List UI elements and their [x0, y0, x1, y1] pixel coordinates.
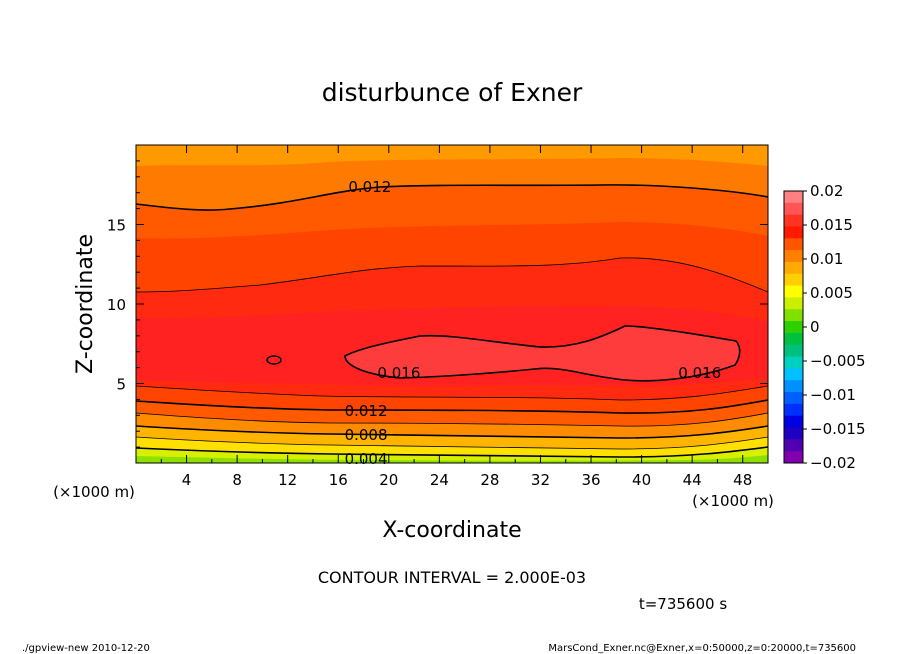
- colorbar-swatch: [784, 392, 803, 405]
- y-axis-unit: (×1000 m): [53, 483, 135, 501]
- program-label: ./gpview-new 2010-12-20: [22, 643, 150, 654]
- y-axis-label: Z-coordinate: [73, 234, 98, 374]
- colorbar-label: 0.01: [810, 250, 843, 268]
- contour-label: 0.008: [345, 426, 388, 444]
- colorbar-swatch: [784, 309, 803, 322]
- contour-label: 0.004: [345, 450, 388, 468]
- contour-label: 0.016: [377, 364, 420, 382]
- contour-line-0006: [136, 436, 768, 450]
- colorbar-label: −0.02: [810, 454, 856, 472]
- contour-line-layer: [136, 184, 768, 458]
- y-axis: 5 10 15: [107, 160, 768, 448]
- y-tick-label: 5: [116, 376, 126, 394]
- colorbar-swatch: [784, 427, 803, 440]
- colorbar-swatch: [784, 344, 803, 358]
- colorbar: 0.02 0.015 0.01 0.005 0 −0.005 −0.01 −0.015 −0.0…: [783, 182, 866, 472]
- band-0016: [345, 326, 740, 381]
- colorbar-swatch: [784, 451, 803, 464]
- band-0002: [136, 455, 768, 463]
- colorbar-swatch: [784, 238, 803, 251]
- x-tick-label: 48: [733, 471, 752, 489]
- x-tick-label: 32: [531, 471, 550, 489]
- x-tick-label: 44: [683, 471, 702, 489]
- colorbar-swatch: [784, 439, 803, 452]
- colorbar-swatch: [784, 261, 803, 275]
- colorbar-swatch: [784, 368, 803, 381]
- x-axis-label: X-coordinate: [382, 518, 521, 543]
- x-axis-unit: (×1000 m): [692, 492, 774, 510]
- x-axis: 4 8 12 16 20 24 28 32 36 40 44 48: [160, 145, 752, 489]
- contour-line-0004: [136, 446, 768, 458]
- colorbar-label: 0.015: [810, 216, 853, 234]
- colorbar-swatch: [784, 321, 803, 334]
- contour-label: 0.012: [345, 402, 388, 420]
- y-tick-label: 15: [107, 217, 126, 235]
- source-label: MarsCond_Exner.nc@Exner,x=0:50000,z=0:20…: [548, 643, 856, 654]
- contour-interval: CONTOUR INTERVAL = 2.000E-03: [318, 568, 586, 587]
- colorbar-swatch: [784, 250, 803, 263]
- colorbar-swatch: [784, 214, 803, 227]
- colorbar-swatch: [784, 297, 803, 310]
- colorbar-label: −0.015: [810, 420, 866, 438]
- contour-fill-layer: [136, 145, 768, 463]
- contour-label: 0.012: [348, 178, 391, 196]
- colorbar-label: −0.01: [810, 386, 856, 404]
- contour-line-0014-low: [136, 385, 768, 401]
- x-tick-label: 8: [232, 471, 242, 489]
- colorbar-label: 0.02: [810, 182, 843, 200]
- colorbar-swatch: [784, 403, 803, 417]
- colorbar-swatch: [784, 191, 803, 204]
- colorbar-swatch: [784, 285, 803, 298]
- colorbar-swatch: [784, 273, 803, 287]
- contour-line-0008: [136, 425, 768, 439]
- colorbar-label: −0.005: [810, 352, 866, 370]
- x-tick-label: 16: [329, 471, 348, 489]
- contour-label-layer: 0.012 0.016 0.016 0.012 0.008 0.004: [345, 178, 722, 468]
- x-tick-label: 28: [480, 471, 499, 489]
- contour-line-0012-top: [136, 184, 768, 211]
- contour-line-0016: [344, 325, 741, 382]
- time-label: t=735600 s: [639, 595, 727, 613]
- x-tick-label: 4: [182, 471, 192, 489]
- chart-title: disturbunce of Exner: [322, 78, 583, 107]
- colorbar-swatch: [784, 356, 803, 369]
- colorbar-swatch: [784, 380, 803, 393]
- colorbar-swatch: [784, 202, 803, 216]
- contour-line-0012-low: [136, 399, 768, 414]
- contour-line-0014-top: [136, 257, 768, 293]
- contour-line-0010-low: [136, 412, 768, 427]
- x-tick-label: 36: [581, 471, 600, 489]
- colorbar-label: 0.005: [810, 284, 853, 302]
- x-tick-label: 24: [430, 471, 449, 489]
- colorbar-label: 0: [810, 318, 820, 336]
- colorbar-swatch: [784, 415, 803, 429]
- colorbar-swatch: [784, 332, 803, 346]
- x-tick-label: 40: [632, 471, 651, 489]
- x-tick-label: 12: [278, 471, 297, 489]
- contour-line-0016-small: [266, 355, 282, 365]
- colorbar-swatch: [784, 226, 803, 239]
- y-tick-label: 10: [107, 296, 126, 314]
- x-tick-label: 20: [379, 471, 398, 489]
- contour-label: 0.016: [678, 364, 721, 382]
- band-0004: [136, 447, 768, 463]
